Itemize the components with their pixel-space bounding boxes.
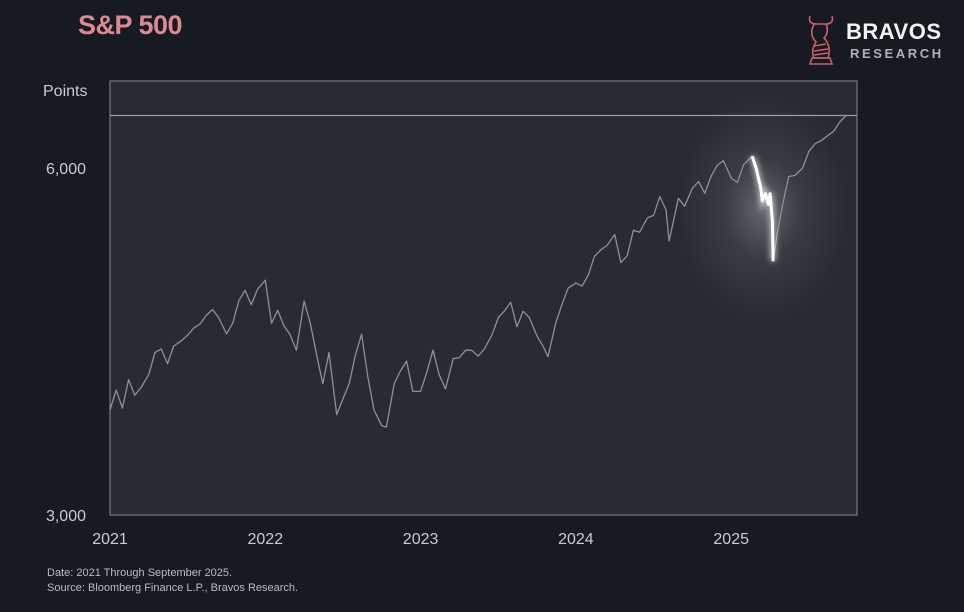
logo-name: BRAVOS <box>846 19 942 44</box>
highlight-line-sp500 <box>750 155 775 262</box>
logo-subtitle: RESEARCH <box>850 46 944 61</box>
footer-date: Date: 2021 Through September 2025. <box>47 567 233 579</box>
bull-knight-icon <box>808 15 834 65</box>
x-tick-label: 2024 <box>558 531 594 548</box>
highlight-glow <box>677 98 848 319</box>
bravos-logo: BRAVOS RESEARCH <box>804 12 954 72</box>
x-tick-label: 2021 <box>92 531 128 548</box>
footer-source: Source: Bloomberg Finance L.P., Bravos R… <box>47 582 299 594</box>
y-tick-label: 6,000 <box>46 161 86 178</box>
y-tick-label: 3,000 <box>46 508 86 525</box>
x-tick-label: 2023 <box>403 531 439 548</box>
x-tick-label: 2022 <box>248 531 284 548</box>
y-axis-label: Points <box>43 83 88 100</box>
x-tick-label: 2025 <box>713 531 749 548</box>
chart-title: S&P 500 <box>78 10 183 40</box>
